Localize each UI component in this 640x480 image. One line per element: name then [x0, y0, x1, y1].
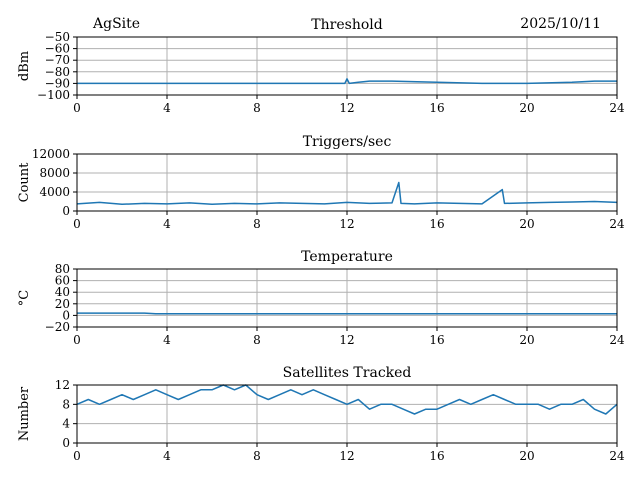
site-label: AgSite: [92, 16, 140, 32]
x-tick-label: 8: [253, 101, 261, 115]
x-tick-label: 4: [163, 449, 171, 463]
y-tick-label: −20: [45, 320, 70, 334]
y-tick-label: 20: [55, 297, 70, 311]
y-tick-label: 8: [62, 397, 70, 411]
y-tick-label: 12000: [32, 147, 70, 161]
panel-title: Threshold: [311, 17, 382, 33]
date-label: 2025/10/11: [520, 16, 601, 32]
x-tick-label: 24: [609, 449, 625, 463]
y-axis-label: Number: [17, 386, 32, 441]
x-tick-label: 24: [609, 101, 625, 115]
series-line-0: [76, 181, 618, 206]
y-axis-label: °C: [17, 290, 32, 307]
x-tick-label: 4: [163, 333, 171, 347]
series-line-0: [76, 384, 618, 415]
y-tick-label: −100: [37, 88, 70, 102]
x-tick-label: 20: [519, 101, 534, 115]
y-axis-label: dBm: [17, 51, 32, 81]
series-line-0: [77, 312, 617, 315]
x-tick-label: 12: [339, 217, 354, 231]
y-tick-label: 4000: [39, 185, 70, 199]
y-tick-label: 0: [62, 436, 70, 450]
y-tick-label: 40: [55, 285, 70, 299]
y-tick-label: 0: [62, 308, 70, 322]
y-tick-label: 60: [55, 274, 70, 288]
x-tick-label: 8: [253, 217, 261, 231]
x-tick-label: 16: [429, 101, 444, 115]
panel-title: Temperature: [301, 249, 393, 265]
y-tick-label: −70: [45, 53, 70, 67]
y-tick-label: 80: [55, 262, 70, 276]
x-tick-label: 4: [163, 101, 171, 115]
y-axis-label: Count: [17, 162, 32, 203]
y-tick-label: −60: [45, 42, 70, 56]
x-tick-label: 16: [429, 449, 444, 463]
chart-panel-1: 0 4 8 12 16 20 24 0 4000 8000 12000 Triggers/sec Cou…: [17, 134, 625, 231]
x-tick-label: 20: [519, 333, 534, 347]
y-tick-label: −90: [45, 76, 70, 90]
x-tick-label: 0: [73, 101, 81, 115]
panel-title: Triggers/sec: [303, 134, 392, 150]
x-tick-label: 0: [73, 449, 81, 463]
chart-panel-0: 0 4 8 12 16 20 24 −100−90−80−70−60−50 Threshold d…: [17, 17, 625, 115]
x-tick-label: 12: [339, 449, 354, 463]
y-tick-label: 4: [62, 417, 70, 431]
x-tick-label: 20: [519, 217, 534, 231]
x-tick-label: 16: [429, 333, 444, 347]
x-tick-label: 0: [73, 217, 81, 231]
chart-panels: 0 4 8 12 16 20 24 −100−90−80−70−60−50 Threshold d…: [17, 17, 625, 463]
x-tick-label: 12: [339, 101, 354, 115]
x-tick-label: 4: [163, 217, 171, 231]
x-tick-label: 24: [609, 217, 625, 231]
x-tick-label: 0: [73, 333, 81, 347]
y-tick-label: 12: [55, 378, 70, 392]
y-tick-label: −50: [45, 30, 70, 44]
x-tick-label: 8: [253, 449, 261, 463]
x-tick-label: 20: [519, 449, 534, 463]
x-tick-label: 8: [253, 333, 261, 347]
y-tick-label: 0: [62, 204, 70, 218]
panel-title: Satellites Tracked: [283, 365, 412, 381]
x-tick-label: 12: [339, 333, 354, 347]
y-tick-label: 8000: [39, 166, 70, 180]
series-line-0: [77, 78, 617, 85]
x-tick-label: 16: [429, 217, 444, 231]
chart-panel-3: 0 4 8 12 16 20 24 0 4 8 12 Satellites Tracked Number: [17, 365, 625, 463]
x-tick-label: 24: [609, 333, 625, 347]
y-tick-label: −80: [45, 65, 70, 79]
